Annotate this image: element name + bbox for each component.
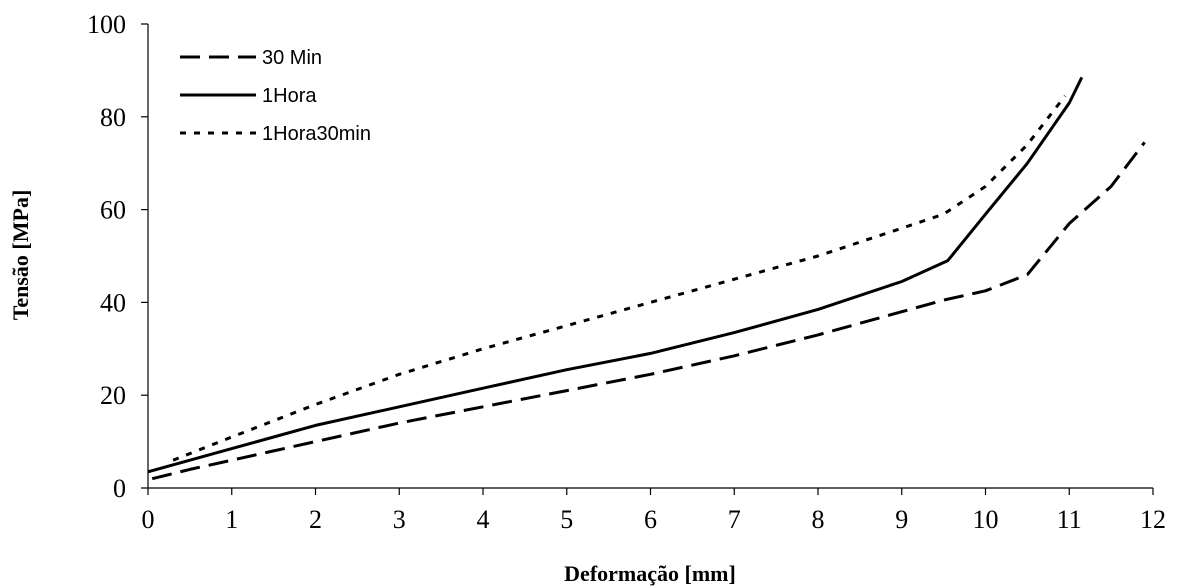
y-tick-label: 20 — [100, 381, 126, 410]
series-line-1 — [147, 76, 1084, 474]
y-tick-label: 40 — [100, 288, 126, 317]
x-tick-label: 9 — [895, 505, 908, 534]
y-tick-label: 80 — [100, 103, 126, 132]
legend-label-1: 1Hora — [262, 85, 317, 107]
legend-label-0: 30 Min — [262, 47, 322, 69]
y-tick-label: 100 — [87, 10, 126, 39]
legend: 30 Min 1Hora 1Hora30min — [180, 47, 371, 145]
series-line-2 — [172, 94, 1067, 462]
x-tick-label: 5 — [560, 505, 573, 534]
x-tick-label: 8 — [812, 505, 825, 534]
x-tick-label: 0 — [142, 505, 155, 534]
x-tick-label: 10 — [973, 505, 999, 534]
y-tick-label: 0 — [113, 474, 126, 503]
x-tick-label: 3 — [393, 505, 406, 534]
plot-area — [147, 76, 1146, 481]
y-tick-label: 60 — [100, 196, 126, 225]
x-tick-label: 7 — [728, 505, 741, 534]
legend-label-2: 1Hora30min — [262, 123, 371, 145]
x-tick-label: 12 — [1140, 505, 1166, 534]
x-tick-label: 11 — [1057, 505, 1082, 534]
x-tick-label: 1 — [225, 505, 238, 534]
x-axis-title: Deformação [mm] — [564, 561, 736, 586]
x-tick-label: 4 — [477, 505, 490, 534]
y-axis-title: Tensão [MPa] — [8, 190, 33, 321]
x-tick-label: 2 — [309, 505, 322, 534]
x-tick-label: 6 — [644, 505, 657, 534]
series-line-0 — [151, 141, 1146, 481]
